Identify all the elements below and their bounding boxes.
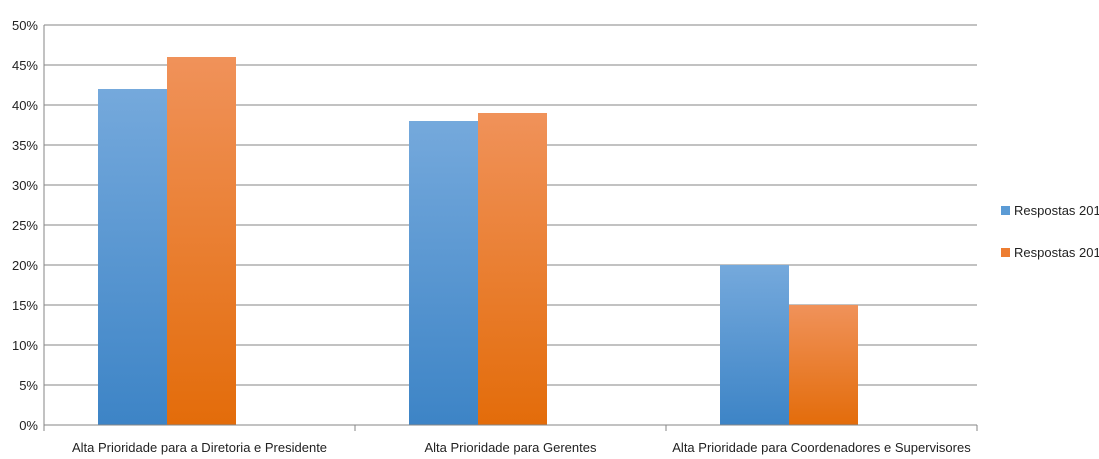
y-tick-label: 40% xyxy=(12,98,38,113)
y-tick-label: 20% xyxy=(12,258,38,273)
legend-label: Respostas 2016 xyxy=(1014,203,1099,218)
y-tick-label: 30% xyxy=(12,178,38,193)
y-axis-ticks: 0% 5% 10% 15% 20% 25% 30% 35% 40% 45% 50% xyxy=(12,18,38,433)
x-category-label: Alta Prioridade para a Diretoria e Presi… xyxy=(72,440,327,455)
y-tick-label: 10% xyxy=(12,338,38,353)
bar-2016-cat-1 xyxy=(98,89,167,425)
x-category-label: Alta Prioridade para Gerentes xyxy=(425,440,597,455)
bars xyxy=(98,57,858,425)
bar-2017-cat-1 xyxy=(167,57,236,425)
legend: Respostas 2016 Respostas 2017 xyxy=(1001,203,1099,260)
y-tick-label: 35% xyxy=(12,138,38,153)
y-tick-label: 15% xyxy=(12,298,38,313)
y-tick-label: 0% xyxy=(19,418,38,433)
bar-2016-cat-3 xyxy=(720,265,789,425)
bar-2017-cat-3 xyxy=(789,305,858,425)
x-axis: Alta Prioridade para a Diretoria e Presi… xyxy=(43,424,978,455)
y-tick-label: 5% xyxy=(19,378,38,393)
x-category-label: Alta Prioridade para Coordenadores e Sup… xyxy=(672,440,971,455)
bar-2017-cat-2 xyxy=(478,113,547,425)
y-tick-label: 50% xyxy=(12,18,38,33)
legend-label: Respostas 2017 xyxy=(1014,245,1099,260)
bar-2016-cat-2 xyxy=(409,121,478,425)
legend-swatch xyxy=(1001,248,1010,257)
legend-swatch xyxy=(1001,206,1010,215)
y-tick-label: 25% xyxy=(12,218,38,233)
y-tick-label: 45% xyxy=(12,58,38,73)
